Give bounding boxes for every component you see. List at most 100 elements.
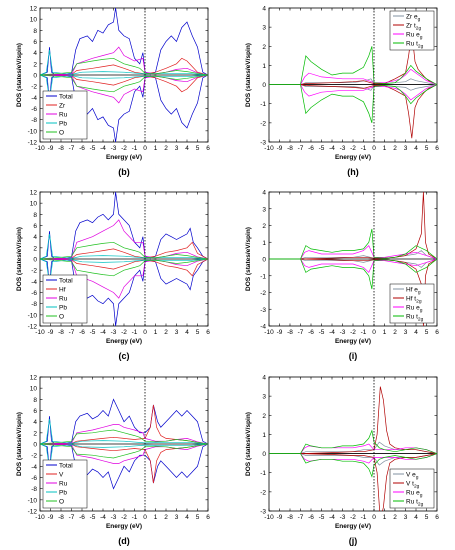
y-tick-label: 10 [30,17,38,24]
x-tick-label: -5 [319,514,325,521]
panel-label: (i) [349,351,358,361]
legend-label: Ru [59,112,68,119]
panel-label: (d) [118,536,130,546]
series-line-ru-e-g-up [269,443,437,454]
y-tick-label: 0 [33,257,37,264]
legend-label: Ru [59,296,68,303]
x-tick-label: 1 [383,329,387,336]
x-tick-label: -9 [277,514,283,521]
y-tick-label: -8 [31,301,37,308]
x-axis-label: Energy (eV) [335,338,371,345]
series-line-ru-e-g-up [269,245,437,260]
series-line-ru-e-g-down [269,84,437,101]
x-axis-label: Energy (eV) [335,154,371,161]
x-tick-label: 2 [164,329,168,336]
y-tick-label: -2 [31,84,37,91]
x-tick-label: 1 [154,514,158,521]
y-tick-label: 10 [30,386,38,393]
series-line-ru-t-2g-down [269,258,437,290]
x-tick-label: 4 [414,514,418,521]
legend-label: Ru t2g [406,314,424,323]
legend: Total Hf Ru Pb O [42,274,88,324]
x-tick-label: -3 [111,514,117,521]
x-tick-label: -8 [58,514,64,521]
x-tick-label: -4 [329,514,335,521]
x-tick-label: -1 [132,329,138,336]
panel-label: (b) [118,167,130,177]
chart-panel-3: -10 -9 -8 -7 -6 -5 -4 -3 -2 -1 0 1 2 3 4 5 6-4-3-2-10123… [245,190,439,362]
y-tick-label: 6 [33,223,37,230]
y-tick-label: 0 [262,82,266,89]
legend-box [42,459,88,509]
x-tick-label: 6 [206,329,210,336]
y-tick-label: 6 [33,39,37,46]
x-tick-label: -8 [287,145,293,152]
x-tick-label: -5 [319,145,325,152]
x-tick-label: 0 [372,514,376,521]
legend-label: Hf [59,287,66,294]
x-tick-label: -2 [350,145,356,152]
x-tick-label: -4 [100,145,106,152]
x-axis-label: Energy (eV) [335,523,371,530]
y-tick-label: 4 [262,190,266,197]
series-group [269,386,437,511]
x-tick-label: -6 [308,514,314,521]
chart-panel-0: -10 -9 -8 -7 -6 -5 -4 -3 -2 -1 0 1 2 3 4 5 6-12-10-8-6-4… [16,6,210,178]
y-tick-label: -4 [31,95,37,102]
y-tick-label: 4 [262,375,266,382]
y-tick-label: 0 [262,451,266,458]
x-axis-label: Energy (eV) [106,338,142,345]
x-tick-label: -1 [361,329,367,336]
y-tick-label: 2 [262,223,266,230]
x-tick-label: 0 [143,145,147,152]
panel-label: (j) [349,536,358,546]
y-tick-label: 4 [262,6,266,13]
x-tick-label: 2 [393,514,397,521]
series-line-ru-e-g-down [269,453,437,464]
x-tick-label: -10 [264,145,274,152]
series-line-o-down [40,258,208,277]
x-tick-label: -5 [90,329,96,336]
y-tick-label: -12 [28,509,38,516]
x-tick-label: 1 [383,514,387,521]
y-tick-label: 2 [33,61,37,68]
x-tick-label: -6 [79,145,85,152]
x-tick-label: 0 [143,329,147,336]
series-line-hf-up [40,241,208,260]
series-line-v-t-2g-down [269,453,437,511]
y-tick-label: -12 [28,140,38,147]
y-tick-label: -10 [28,312,38,319]
y-tick-label: 8 [33,397,37,404]
x-tick-label: -5 [90,514,96,521]
x-tick-label: -7 [69,329,75,336]
x-tick-label: 0 [372,145,376,152]
y-tick-label: -4 [260,324,266,331]
x-tick-label: -7 [298,145,304,152]
x-tick-label: -7 [298,514,304,521]
series-line-o-down [40,74,208,93]
x-tick-label: 3 [404,514,408,521]
series-line-ru-t-2g-up [269,429,437,454]
series-line-pb-up [40,233,208,260]
y-tick-label: -1 [260,273,266,280]
x-tick-label: -3 [340,329,346,336]
y-tick-label: -10 [28,497,38,504]
y-tick-label: 0 [262,257,266,264]
series-line-zr-t-2g-up [269,30,437,85]
x-tick-label: 1 [154,329,158,336]
y-tick-label: 8 [33,28,37,35]
y-tick-label: -2 [260,290,266,297]
y-tick-label: 12 [30,190,38,197]
legend-label: Ru eg [406,32,423,41]
legend-label: O [59,314,64,321]
series-line-total-up [40,398,208,445]
x-tick-label: -5 [90,145,96,152]
legend: Total Zr Ru Pb O [42,90,88,140]
x-tick-label: -8 [287,329,293,336]
y-tick-label: -2 [260,120,266,127]
legend-label: Total [59,94,73,101]
x-tick-label: -10 [35,514,45,521]
legend-label: V eg [406,472,419,481]
x-tick-label: -2 [121,329,127,336]
series-line-o-up [40,57,208,76]
